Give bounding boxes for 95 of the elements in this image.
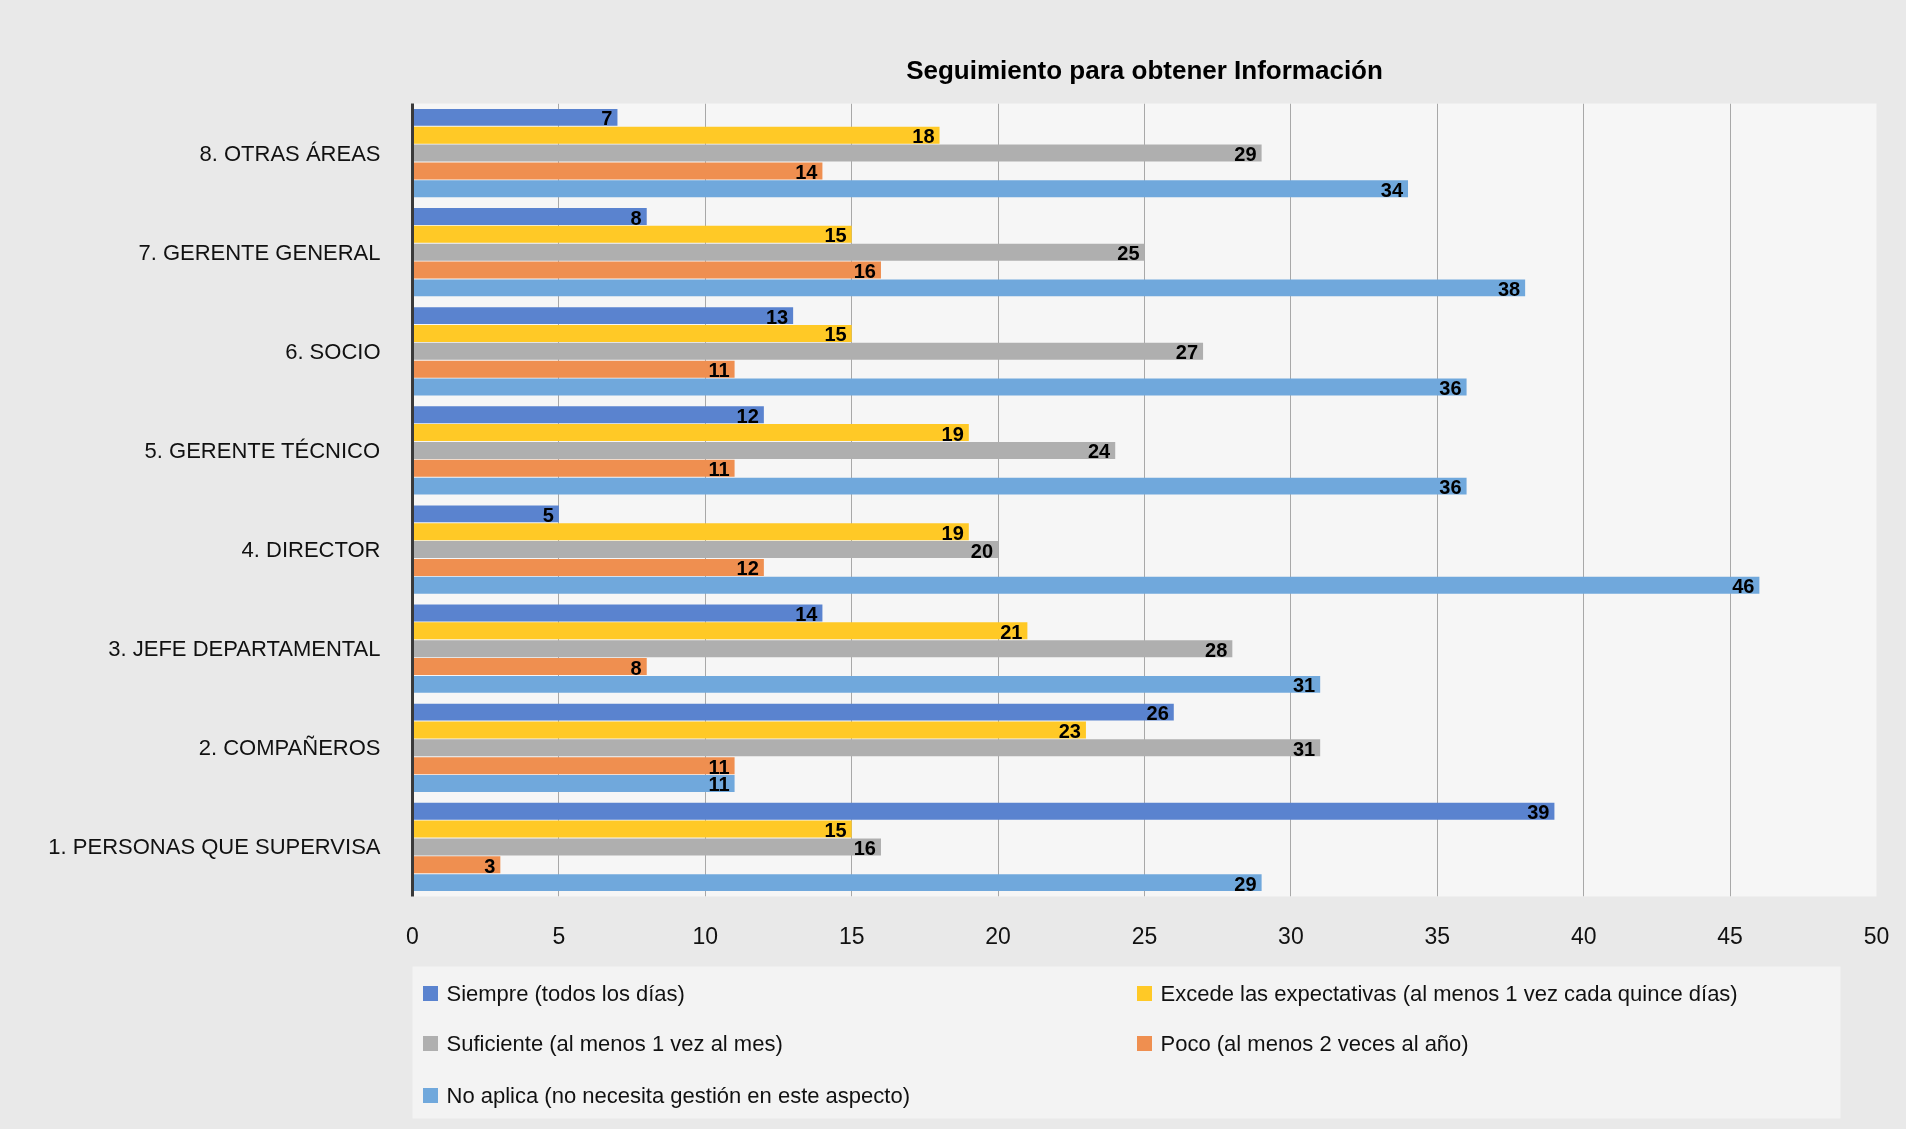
x-tick-label: 20 (985, 922, 1011, 949)
bar (412, 324, 852, 342)
data-label: 27 (1175, 341, 1199, 364)
bar (412, 261, 881, 279)
data-label: 14 (795, 603, 819, 625)
data-label: 20 (970, 539, 994, 562)
data-label: 29 (1234, 143, 1257, 166)
x-tick-label: 5 (552, 922, 566, 949)
bar (412, 307, 794, 325)
bar (412, 459, 735, 477)
bar (412, 378, 1467, 396)
bar (412, 820, 852, 838)
data-label: 5 (542, 503, 554, 526)
y-tick-label: 2. COMPAÑEROS (198, 735, 381, 761)
data-label: 19 (941, 422, 964, 445)
data-label: 16 (853, 836, 876, 859)
bar (412, 505, 559, 523)
data-label: 15 (824, 819, 847, 842)
data-label: 11 (708, 359, 730, 382)
y-tick-label: 7. GERENTE GENERAL (138, 239, 381, 265)
legend-label: Excede las expectativas (al menos 1 vez cada quince días) (1160, 981, 1738, 1006)
bar (412, 126, 940, 144)
bar (412, 802, 1555, 820)
y-tick-label: 5. GERENTE TÉCNICO (144, 437, 381, 463)
bar (412, 424, 969, 442)
data-label: 16 (853, 260, 876, 283)
x-tick-label: 15 (838, 922, 865, 949)
x-tick-label: 10 (692, 922, 719, 949)
data-label: 25 (1117, 242, 1140, 265)
data-label: 36 (1439, 476, 1462, 499)
data-label: 8 (630, 656, 642, 679)
bar (412, 622, 1028, 640)
data-label: 12 (736, 404, 759, 427)
x-tick-label: 35 (1424, 922, 1451, 949)
bar (412, 775, 735, 792)
data-label: 13 (765, 305, 789, 328)
data-label: 7 (601, 107, 613, 130)
data-label: 21 (1000, 620, 1023, 643)
x-tick-label: 50 (1863, 922, 1890, 949)
data-label: 31 (1292, 674, 1316, 697)
data-label: 38 (1497, 277, 1521, 300)
data-label: 29 (1234, 872, 1257, 895)
data-label: 26 (1146, 702, 1169, 725)
data-label: 15 (824, 323, 847, 346)
bar (412, 576, 1760, 594)
bar (412, 162, 823, 180)
data-label: 31 (1292, 737, 1316, 760)
data-label: 19 (941, 521, 964, 544)
x-tick-label: 45 (1717, 922, 1743, 949)
data-label: 28 (1205, 638, 1228, 661)
bar (412, 279, 1526, 297)
data-label: 39 (1527, 801, 1550, 824)
data-label: 15 (824, 224, 847, 247)
data-label: 3 (484, 854, 496, 877)
data-label: 34 (1380, 178, 1404, 201)
data-label: 8 (630, 206, 642, 229)
bar (412, 523, 969, 541)
legend-label: No aplica (no necesita gestión en este aspecto) (446, 1083, 911, 1108)
y-tick-label: 3. JEFE DEPARTAMENTAL (108, 636, 381, 662)
y-tick-label: 4. DIRECTOR (241, 537, 381, 563)
y-tick-label: 6. SOCIO (285, 338, 381, 364)
data-label: 24 (1087, 440, 1112, 463)
data-label: 46 (1732, 575, 1755, 598)
legend-label: Siempre (todos los días) (446, 981, 685, 1006)
data-label: 12 (736, 557, 759, 580)
x-tick-label: 30 (1278, 922, 1304, 949)
bar (412, 558, 764, 576)
data-label: 14 (795, 160, 819, 183)
legend-label: Suficiente (al menos 1 vez al mes) (446, 1031, 783, 1056)
bar (412, 721, 1086, 739)
bar (412, 406, 764, 424)
bar (412, 180, 1409, 198)
chart-title: Seguimiento para obtener Información (906, 54, 1383, 85)
bar (412, 757, 735, 775)
bar (412, 604, 823, 622)
bar (412, 856, 501, 874)
bar (412, 225, 852, 243)
x-tick-label: 25 (1131, 922, 1158, 949)
bar (412, 675, 1321, 693)
y-tick-label: 1. PERSONAS QUE SUPERVISA (48, 834, 381, 860)
data-label: 23 (1058, 719, 1081, 742)
data-label: 36 (1439, 377, 1462, 399)
data-label: 18 (912, 125, 935, 148)
x-tick-label: 0 (406, 922, 419, 949)
bar (412, 703, 1174, 721)
bar (412, 658, 647, 676)
bar (412, 874, 1262, 892)
data-label: 11 (708, 458, 730, 481)
bar (412, 477, 1467, 495)
legend-label: Poco (al menos 2 veces al año) (1160, 1031, 1469, 1056)
bar (412, 108, 618, 126)
bar (412, 208, 647, 225)
bar (412, 360, 735, 378)
y-tick-label: 8. OTRAS ÁREAS (199, 140, 381, 166)
x-tick-label: 40 (1570, 922, 1597, 949)
